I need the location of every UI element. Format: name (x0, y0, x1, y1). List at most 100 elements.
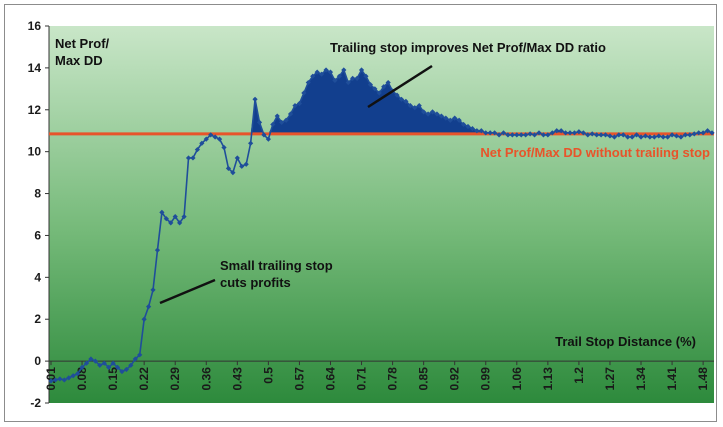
data-point (696, 130, 702, 136)
data-point (141, 316, 147, 322)
data-point (296, 100, 303, 107)
annotation-arrow-small-stop (159, 278, 216, 305)
data-point (647, 134, 653, 140)
data-point (61, 377, 67, 383)
annotation-small-stop-line-1: Small trailing stop (220, 258, 333, 273)
data-point (292, 102, 298, 109)
data-point (523, 132, 529, 138)
data-point (145, 304, 152, 310)
data-point (239, 163, 245, 169)
data-point (301, 90, 307, 96)
data-point (443, 115, 449, 121)
data-point (554, 128, 560, 134)
data-point (177, 220, 183, 226)
data-point (607, 133, 613, 139)
data-point (651, 134, 657, 140)
data-point (687, 132, 693, 138)
y-tick-label: 2 (34, 312, 41, 326)
x-tick-label: 0.08 (75, 367, 89, 391)
data-point (70, 373, 76, 379)
y-tick-label: 16 (28, 19, 42, 33)
x-tick-label: 1.13 (541, 367, 555, 391)
data-point (492, 130, 498, 136)
data-point (372, 86, 378, 92)
data-point (545, 132, 551, 138)
data-point (48, 378, 54, 384)
data-point (119, 368, 125, 375)
data-point (212, 134, 218, 140)
data-point (558, 128, 564, 134)
data-point (563, 130, 569, 136)
data-point (79, 364, 85, 370)
data-point (580, 130, 586, 136)
data-point (505, 132, 511, 138)
data-point (682, 132, 688, 138)
improvement-area (51, 69, 712, 134)
x-tick-label: 1.2 (572, 367, 586, 384)
data-point (585, 132, 591, 138)
data-point (704, 128, 711, 134)
data-point (500, 130, 507, 136)
data-point (665, 134, 671, 140)
data-point (416, 102, 422, 109)
data-point (456, 117, 462, 123)
data-point (319, 71, 325, 77)
data-point (114, 364, 121, 370)
x-tick-label: 0.64 (323, 367, 337, 391)
data-point (540, 132, 547, 138)
data-point (514, 132, 520, 138)
data-point (452, 115, 458, 121)
x-tick-label: 0.5 (261, 367, 275, 384)
improvement-fill-layer (51, 69, 712, 134)
data-point (150, 287, 156, 293)
data-point (407, 102, 413, 109)
data-point (234, 155, 240, 161)
data-point (88, 356, 94, 362)
data-point (110, 360, 116, 366)
data-point (305, 79, 311, 86)
x-tick-label: 0.22 (137, 367, 151, 391)
data-point (638, 134, 644, 140)
data-point (190, 155, 196, 161)
data-point (287, 111, 294, 117)
x-tick-label: 0.71 (355, 367, 369, 391)
data-point (203, 136, 209, 142)
data-point (376, 90, 382, 96)
data-point (478, 128, 484, 134)
y-tick-label: 0 (34, 354, 41, 368)
y-tick-label: 4 (34, 270, 41, 284)
data-point (642, 133, 649, 139)
data-point (474, 128, 480, 134)
reference-line-label: Net Prof/Max DD without trailing stop (480, 145, 710, 160)
x-tick-label: 0.85 (417, 367, 431, 391)
data-point (385, 79, 391, 86)
data-point (381, 84, 387, 90)
data-point (243, 161, 249, 167)
data-point (633, 132, 640, 138)
data-point (589, 131, 595, 137)
data-point (221, 144, 227, 151)
data-point (159, 209, 165, 216)
data-point (163, 216, 169, 222)
data-point (669, 132, 675, 138)
data-point (678, 134, 684, 140)
data-point (425, 111, 431, 117)
data-point (154, 247, 161, 253)
data-point (421, 109, 427, 115)
x-tick-label: 0.57 (292, 367, 306, 391)
data-point (571, 130, 578, 136)
data-point (283, 117, 289, 123)
data-point (616, 132, 622, 138)
data-point (208, 132, 214, 138)
data-point (248, 140, 254, 146)
x-axis-label: Trail Stop Distance (%) (555, 334, 696, 349)
x-tick-label: 1.34 (634, 367, 648, 391)
data-point (332, 77, 338, 84)
data-point (394, 92, 400, 98)
data-point (625, 134, 631, 140)
data-point (460, 121, 467, 128)
y-tick-label: 10 (28, 145, 42, 159)
x-tick-label: 0.78 (386, 367, 400, 391)
x-tick-label: 0.36 (199, 367, 213, 391)
